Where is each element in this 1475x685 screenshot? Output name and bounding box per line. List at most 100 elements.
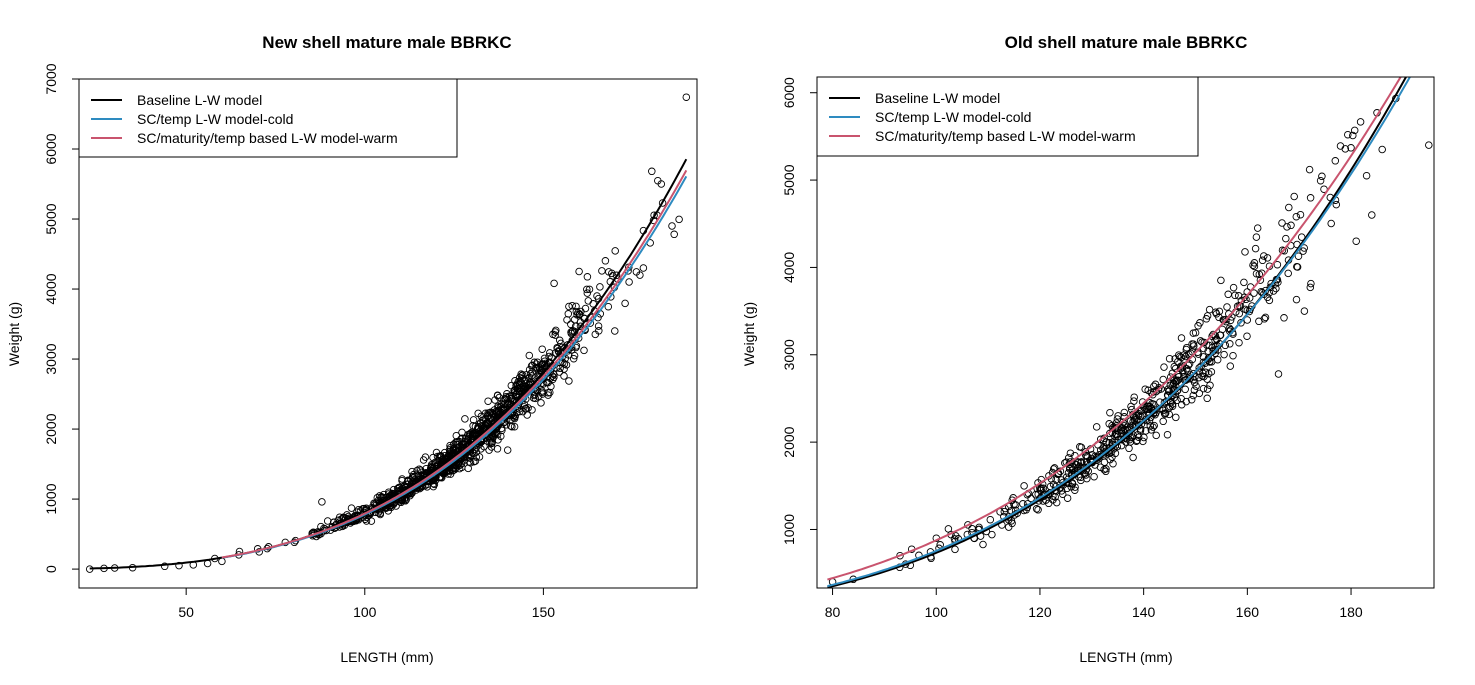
data-point [632,268,641,276]
data-point [565,377,573,385]
data-point [1307,279,1315,288]
data-point [1004,523,1013,531]
data-point [532,360,541,368]
data-point [555,336,564,345]
data-point [538,345,546,353]
data-point [1225,324,1234,333]
data-point [1294,252,1303,260]
data-point [583,289,592,297]
data-point [1102,467,1110,476]
data-point [218,557,226,566]
data-point [1195,364,1203,372]
data-point [1211,308,1220,316]
data-point [1155,383,1163,392]
data-point [470,457,478,466]
data-point [1111,430,1120,438]
data-point [1282,234,1290,243]
data-point [625,278,633,286]
data-point [1165,404,1173,412]
data-point [1082,451,1090,460]
legend: Baseline L-W model SC/temp L-W model-cold… [816,76,1199,157]
data-point [536,365,544,373]
data-point [469,416,478,424]
data-point [1352,237,1360,245]
data-point [979,540,987,549]
data-point [1159,417,1167,426]
data-point [1160,410,1169,418]
data-point [1243,316,1252,324]
data-point [1168,402,1177,410]
data-point [569,326,577,335]
data-point [550,279,558,288]
data-point [1141,415,1150,424]
data-point [347,504,356,512]
data-point [362,517,371,525]
data-point [1186,374,1194,383]
y-tick-label: 5000 [781,164,797,195]
data-point [1133,436,1141,445]
data-point [1068,466,1077,474]
data-point [1177,400,1186,409]
data-point [1207,358,1216,366]
data-point [1171,378,1179,386]
data-point [318,498,326,506]
data-point [1306,194,1315,202]
data-point [1137,406,1146,415]
data-point [531,390,539,399]
data-point [450,465,459,474]
data-point [1260,252,1268,260]
data-point [542,359,550,368]
data-point [1132,411,1140,420]
data-point [547,382,555,391]
data-point [538,387,546,395]
x-tick-label: 100 [925,604,949,620]
data-point [1318,172,1326,181]
data-point [1327,219,1335,228]
y-tick-label: 4000 [781,252,797,283]
data-point [1130,397,1138,405]
data-point [1077,443,1086,452]
data-point [553,343,561,352]
data-point [1066,458,1074,466]
data-point [1278,219,1286,227]
data-point [448,467,457,475]
x-axis-label: LENGTH (mm) [340,649,433,665]
data-point [515,380,524,388]
data-point [601,257,610,265]
data-point [449,445,457,453]
data-point [1000,507,1009,516]
data-point [1190,369,1198,378]
data-point [563,316,571,324]
x-tick-label: 50 [178,604,194,620]
data-point [1152,431,1160,440]
data-point [1008,496,1016,504]
data-point [477,419,485,427]
data-point [1174,357,1182,366]
data-point [1203,394,1211,403]
data-point [583,285,591,294]
data-point [1119,418,1127,426]
data-point [1165,387,1174,395]
data-point [1226,340,1234,348]
data-point [639,264,648,272]
data-point [384,488,393,496]
data-point [507,381,516,390]
data-point [529,394,538,402]
data-point [951,545,959,554]
legend-label: Baseline L-W model [137,92,262,108]
data-point [1105,438,1114,447]
data-point [1273,260,1282,269]
data-point [516,377,524,386]
data-point [477,445,485,453]
data-point [423,480,432,488]
x-tick-label: 120 [1028,604,1052,620]
data-point [1173,387,1181,395]
data-point [564,310,573,318]
data-point [1223,303,1231,311]
data-point [1109,459,1117,468]
data-point [475,453,484,461]
data-point [1148,400,1156,408]
data-point [1224,290,1232,299]
data-point [560,372,568,380]
data-point [1182,364,1191,373]
